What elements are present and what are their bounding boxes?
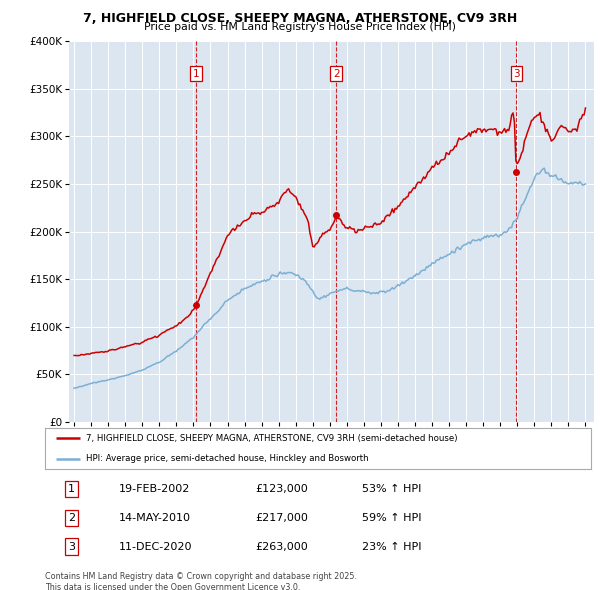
Text: 14-MAY-2010: 14-MAY-2010 <box>119 513 191 523</box>
Text: £263,000: £263,000 <box>255 542 308 552</box>
Text: 19-FEB-2002: 19-FEB-2002 <box>119 484 190 494</box>
Text: £217,000: £217,000 <box>255 513 308 523</box>
Text: 2: 2 <box>333 68 340 78</box>
Text: 3: 3 <box>513 68 520 78</box>
Text: 1: 1 <box>68 484 75 494</box>
Text: 1: 1 <box>193 68 199 78</box>
Text: 53% ↑ HPI: 53% ↑ HPI <box>362 484 421 494</box>
Text: 59% ↑ HPI: 59% ↑ HPI <box>362 513 421 523</box>
Text: 7, HIGHFIELD CLOSE, SHEEPY MAGNA, ATHERSTONE, CV9 3RH: 7, HIGHFIELD CLOSE, SHEEPY MAGNA, ATHERS… <box>83 12 517 25</box>
Text: 2: 2 <box>68 513 75 523</box>
Text: Price paid vs. HM Land Registry's House Price Index (HPI): Price paid vs. HM Land Registry's House … <box>144 22 456 32</box>
Text: 11-DEC-2020: 11-DEC-2020 <box>119 542 192 552</box>
Text: 3: 3 <box>68 542 75 552</box>
Text: £123,000: £123,000 <box>255 484 308 494</box>
Text: 7, HIGHFIELD CLOSE, SHEEPY MAGNA, ATHERSTONE, CV9 3RH (semi-detached house): 7, HIGHFIELD CLOSE, SHEEPY MAGNA, ATHERS… <box>86 434 457 442</box>
Text: HPI: Average price, semi-detached house, Hinckley and Bosworth: HPI: Average price, semi-detached house,… <box>86 454 368 463</box>
Text: 23% ↑ HPI: 23% ↑ HPI <box>362 542 421 552</box>
Text: Contains HM Land Registry data © Crown copyright and database right 2025.
This d: Contains HM Land Registry data © Crown c… <box>45 572 357 590</box>
